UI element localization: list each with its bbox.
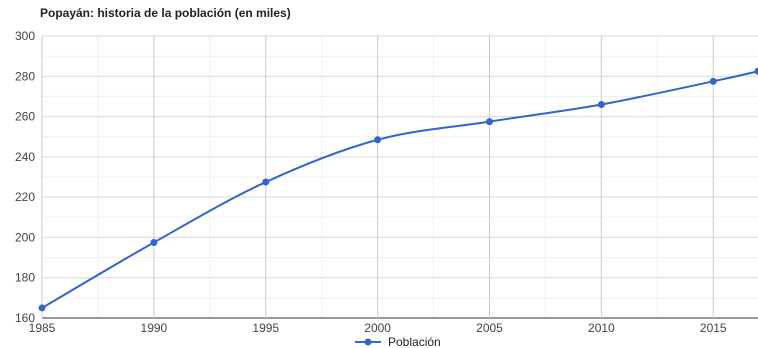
x-tick-label: 2000 (364, 321, 391, 335)
y-tick-label: 280 (15, 69, 35, 83)
series-line-poblacion (41, 70, 758, 309)
data-point (486, 118, 493, 126)
data-point (374, 136, 382, 144)
data-point (150, 238, 158, 246)
data-point (709, 77, 717, 85)
x-tick-label: 1995 (252, 321, 279, 335)
legend-label: Población (388, 335, 441, 348)
y-tick-label: 160 (15, 311, 35, 325)
x-tick-label: 2005 (476, 321, 503, 335)
x-tick-label: 2015 (700, 321, 727, 335)
data-point (262, 178, 270, 186)
y-tick-label: 220 (15, 190, 35, 204)
y-tick-label: 200 (15, 230, 35, 244)
x-tick-label: 1985 (29, 321, 56, 335)
legend: Población (355, 335, 441, 348)
y-tick-label: 240 (15, 150, 35, 164)
data-point (754, 67, 758, 75)
x-axis-ticks: 1985 1990 1995 2000 2005 2010 2015 (29, 321, 727, 335)
y-tick-label: 180 (15, 271, 35, 285)
data-point (597, 100, 605, 108)
y-tick-label: 260 (15, 110, 35, 124)
x-tick-label: 1990 (141, 321, 168, 335)
data-point (38, 304, 46, 312)
legend-marker (364, 338, 372, 346)
series-layer (38, 67, 758, 312)
chart-title: Popayán: historia de la población (en mi… (40, 6, 291, 20)
x-tick-label: 2010 (588, 321, 615, 335)
y-tick-label: 300 (15, 29, 35, 43)
y-axis-ticks: 160 180 200 220 240 260 280 300 (15, 29, 35, 325)
minor-gridlines (42, 36, 758, 318)
